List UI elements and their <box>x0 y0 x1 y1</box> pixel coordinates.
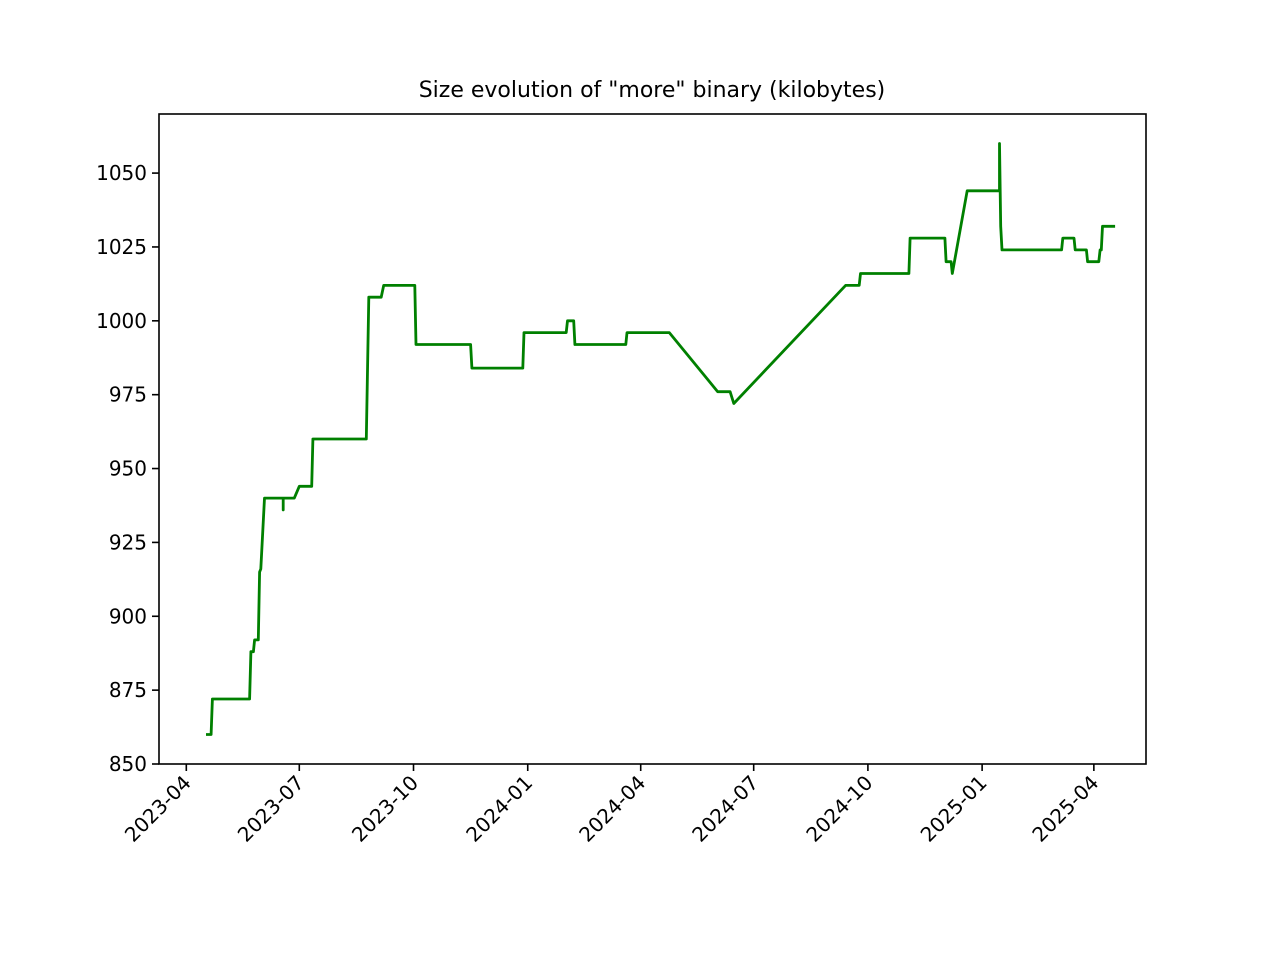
y-tick-label: 925 <box>109 530 147 554</box>
y-tick-label: 850 <box>109 752 147 776</box>
y-tick-label: 875 <box>109 678 147 702</box>
chart-title: Size evolution of "more" binary (kilobyt… <box>419 78 886 103</box>
y-tick-label: 1025 <box>96 235 147 259</box>
y-tick-label: 950 <box>109 457 147 481</box>
y-tick-label: 1050 <box>96 161 147 185</box>
y-tick-label: 900 <box>109 604 147 628</box>
axes-frame <box>158 113 1147 765</box>
series-line-0 <box>205 142 1116 736</box>
y-tick-label: 1000 <box>96 309 147 333</box>
y-tick-label: 975 <box>109 383 147 407</box>
